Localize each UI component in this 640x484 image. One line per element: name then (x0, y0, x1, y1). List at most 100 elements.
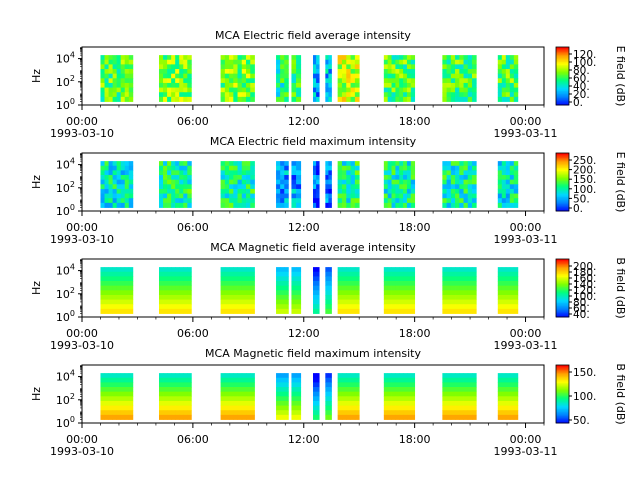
heatmap-cell (387, 396, 392, 402)
heatmap-cell (237, 55, 243, 61)
heatmap-cell (459, 396, 464, 402)
heatmap-cell (183, 281, 188, 287)
heatmap-cell (328, 400, 332, 406)
heatmap-cell (410, 285, 416, 291)
heatmap-cell (124, 377, 130, 383)
heatmap-cell (316, 391, 320, 397)
heatmap-cell (395, 184, 400, 190)
heatmap-cell (163, 382, 168, 388)
heatmap-cell (446, 202, 452, 208)
heatmap-cell (501, 304, 507, 310)
data-block (325, 267, 332, 314)
heatmap-cell (316, 276, 320, 282)
heatmap-cell (124, 294, 130, 300)
heatmap-cell (383, 290, 389, 296)
heatmap-cell (383, 92, 389, 98)
heatmap-cell (120, 184, 126, 190)
heatmap-cell (183, 391, 188, 397)
heatmap-cell (410, 175, 416, 181)
heatmap-cell (501, 92, 507, 98)
heatmap-cell (505, 73, 511, 79)
heatmap-cell (313, 170, 317, 176)
heatmap-cell (328, 382, 332, 388)
heatmap-cell (120, 55, 126, 61)
heatmap-cell (354, 193, 360, 199)
colorbar-swatch (556, 376, 569, 379)
heatmap-cell (108, 373, 113, 379)
heatmap-cell (350, 373, 356, 379)
heatmap-cell (179, 69, 184, 75)
heatmap-cell (291, 96, 297, 102)
heatmap-cell (450, 294, 456, 300)
colorbar-swatch (556, 279, 569, 282)
heatmap-cell (395, 179, 400, 185)
heatmap-cell (112, 387, 118, 393)
heatmap-cell (313, 299, 317, 305)
heatmap-cell (120, 78, 126, 84)
heatmap-cell (501, 55, 507, 61)
heatmap-cell (280, 184, 285, 190)
heatmap-cell (403, 276, 408, 282)
heatmap-cell (116, 92, 122, 98)
heatmap-cell (395, 165, 400, 171)
heatmap-cell (187, 92, 192, 98)
heatmap-cell (128, 271, 134, 277)
heatmap-cell (128, 373, 134, 379)
heatmap-cell (159, 400, 164, 406)
heatmap-cell (159, 73, 164, 79)
heatmap-cell (391, 193, 396, 199)
heatmap-cell (346, 170, 351, 176)
y-tick-label: 102 (56, 392, 75, 407)
x-tick-label: 00:00 (510, 115, 542, 128)
heatmap-cell (220, 202, 226, 208)
colorbar-swatch (556, 391, 569, 394)
heatmap-cell (410, 202, 416, 208)
heatmap-cell (505, 290, 511, 296)
colorbar-swatch (556, 155, 569, 158)
heatmap-cell (328, 92, 332, 98)
heatmap-cell (116, 373, 122, 379)
data-block (291, 55, 302, 102)
heatmap-cell (159, 382, 164, 388)
heatmap-cell (403, 202, 408, 208)
heatmap-cell (112, 281, 118, 287)
heatmap-cell (187, 308, 192, 314)
heatmap-cell (325, 410, 329, 416)
heatmap-cell (316, 373, 320, 379)
heatmap-cell (179, 387, 184, 393)
heatmap-cell (395, 405, 400, 411)
heatmap-cell (296, 387, 302, 393)
heatmap-cell (337, 55, 343, 61)
colorbar-swatch (556, 161, 569, 164)
heatmap-cell (179, 64, 184, 70)
heatmap-cell (224, 377, 230, 383)
heatmap-cell (513, 294, 519, 300)
heatmap-cell (179, 184, 184, 190)
heatmap-cell (463, 161, 469, 167)
heatmap-cell (171, 285, 176, 291)
heatmap-cell (505, 78, 511, 84)
y-tick-label: 104 (56, 157, 75, 172)
colorbar-swatch (556, 369, 569, 372)
heatmap-cell (354, 175, 360, 181)
heatmap-cell (337, 188, 343, 194)
heatmap-cell (316, 184, 320, 190)
heatmap-cell (463, 198, 469, 204)
heatmap-cell (179, 73, 184, 79)
heatmap-cell (187, 87, 192, 93)
heatmap-cell (276, 161, 281, 167)
heatmap-cell (406, 400, 412, 406)
data-block (276, 55, 289, 102)
data-block (442, 161, 477, 208)
heatmap-cell (246, 304, 251, 310)
heatmap-cell (455, 400, 460, 406)
heatmap-cell (167, 179, 172, 185)
heatmap-cell (116, 382, 122, 388)
heatmap-cell (328, 73, 332, 79)
heatmap-cell (403, 165, 408, 171)
heatmap-cell (250, 304, 255, 310)
heatmap-cell (328, 308, 332, 314)
heatmap-cell (446, 271, 452, 277)
heatmap-cell (241, 308, 247, 314)
data-block (337, 55, 360, 102)
